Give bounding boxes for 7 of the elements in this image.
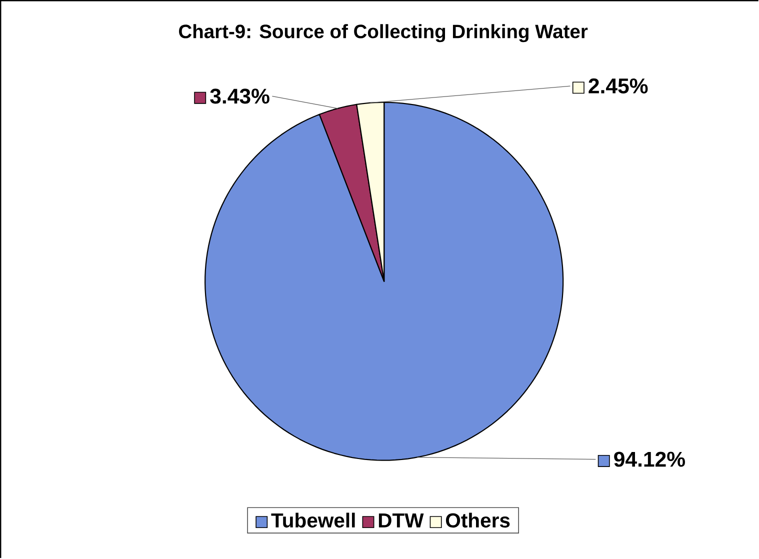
chart-title: Chart-9: Source of Collecting Drinking Water (179, 24, 588, 42)
data-label: 94.12% (614, 452, 685, 467)
legend-label: Others (446, 512, 510, 528)
data-label: 2.45% (588, 78, 648, 94)
legend-label: DTW (378, 514, 424, 528)
legend-label: Tubewell (271, 512, 355, 528)
data-label: 3.43% (210, 88, 270, 104)
